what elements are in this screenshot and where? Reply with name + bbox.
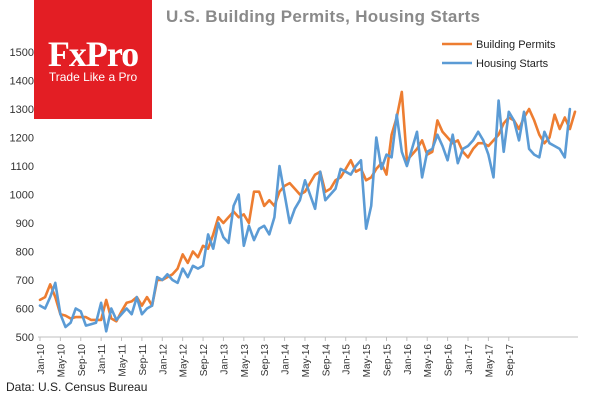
y-tick-label: 800 (16, 247, 34, 259)
logo-brand: FxPro (47, 34, 139, 74)
fxpro-logo: FxPro Trade Like a Pro (34, 0, 152, 119)
x-tick-label: May-16 (423, 344, 434, 378)
y-tick-label: 1500 (10, 47, 34, 59)
series-line-housing-starts (38, 99, 572, 333)
x-tick-label: May-13 (240, 344, 251, 378)
y-tick-label: 1400 (10, 76, 34, 88)
x-tick-label: May-15 (362, 344, 373, 378)
x-tick-label: Jan-13 (219, 344, 230, 375)
x-tick-label: May-12 (179, 344, 190, 378)
x-tick-label: Sep-16 (444, 344, 455, 377)
y-tick-label: 900 (16, 218, 34, 230)
x-tick-label: May-10 (56, 344, 67, 378)
x-tick-label: May-11 (118, 344, 129, 377)
x-tick-label: May-14 (301, 344, 312, 378)
legend: Building Permits Housing Starts (442, 39, 556, 70)
x-tick-label: Jan-15 (342, 344, 353, 375)
x-tick-label: Sep-13 (260, 344, 271, 377)
y-axis: 500 600 700 800 900 1000 1100 1200 1300 1400 1500 (10, 47, 34, 344)
x-tick-label: Sep-17 (505, 344, 516, 377)
x-tick-label: Jan-14 (281, 344, 292, 375)
x-tick-label: Jan-16 (403, 344, 414, 375)
legend-label: Housing Starts (476, 58, 549, 70)
x-tick-label: Sep-14 (321, 344, 332, 377)
x-tick-label: Sep-15 (382, 344, 393, 377)
y-tick-label: 500 (16, 332, 34, 344)
series-lines (38, 90, 577, 333)
x-tick-label: Jan-11 (97, 344, 108, 374)
x-tick-label: Jan-17 (464, 344, 475, 375)
x-tick-label: Sep-10 (77, 344, 88, 377)
x-tick-label: Sep-12 (199, 344, 210, 377)
logo-tagline: Trade Like a Pro (48, 70, 138, 84)
y-tick-label: 1200 (10, 133, 34, 145)
y-tick-label: 1000 (10, 190, 34, 202)
chart-title: U.S. Building Permits, Housing Starts (166, 7, 481, 26)
x-tick-label: Jan-12 (158, 344, 169, 375)
x-tick-label: Jan-10 (36, 344, 47, 375)
source-note: Data: U.S. Census Bureau (6, 380, 148, 394)
legend-label: Building Permits (476, 39, 556, 51)
y-tick-label: 1300 (10, 104, 34, 116)
x-tick-label: May-17 (484, 344, 495, 378)
x-tick-label: Sep-11 (138, 344, 149, 376)
series-line-building-permits (38, 90, 577, 323)
y-tick-label: 700 (16, 275, 34, 287)
y-tick-label: 600 (16, 304, 34, 316)
y-tick-label: 1100 (10, 161, 34, 173)
x-axis: Jan-10 May-10 Sep-10 Jan-11 May-11 Sep-11 Jan-… (36, 336, 578, 378)
